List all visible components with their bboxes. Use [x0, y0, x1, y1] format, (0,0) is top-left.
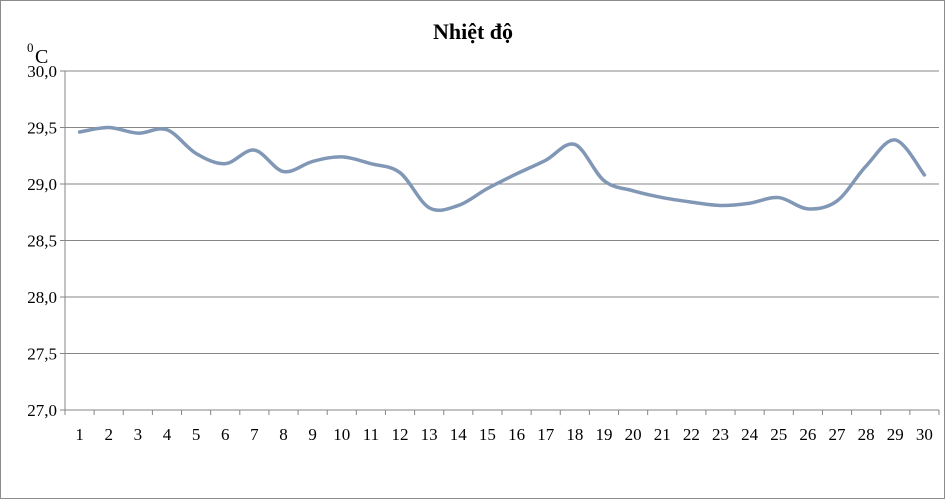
x-tick-label: 6 [221, 425, 230, 444]
x-tick-label: 24 [741, 425, 759, 444]
x-tick-label: 26 [799, 425, 816, 444]
x-tick-label: 15 [479, 425, 496, 444]
y-tick-label: 29,5 [27, 119, 57, 138]
y-tick-label: 28,0 [27, 288, 57, 307]
y-tick-labels: 27,0 27,5 28,0 28,5 29,0 29,5 30,0 [27, 62, 57, 420]
x-tick-label: 12 [392, 425, 409, 444]
x-tick-label: 29 [887, 425, 904, 444]
x-tick-label: 1 [75, 425, 84, 444]
chart-title: Nhiệt độ [433, 19, 513, 44]
x-tick-label: 4 [163, 425, 172, 444]
x-tick-labels: 1 2 3 4 5 6 7 8 9 10 11 12 13 14 15 16 17 18 19 20 21 22 23 24 2… [75, 425, 933, 444]
x-tick-label: 28 [858, 425, 875, 444]
x-tick-label: 27 [829, 425, 847, 444]
x-tick-label: 8 [279, 425, 288, 444]
y-tick-label: 29,0 [27, 175, 57, 194]
x-tick-label: 21 [654, 425, 671, 444]
x-tick-label: 23 [712, 425, 729, 444]
x-tick-label: 30 [916, 425, 933, 444]
y-tick-label: 30,0 [27, 62, 57, 81]
x-tick-label: 7 [250, 425, 259, 444]
x-tick-label: 3 [134, 425, 143, 444]
x-tick-label: 14 [450, 425, 468, 444]
y-axis-label: C [35, 46, 48, 68]
x-tick-label: 13 [421, 425, 438, 444]
y-unit-superscript: 0 [27, 40, 34, 55]
y-tick-label: 27,0 [27, 401, 57, 420]
x-tick-label: 10 [333, 425, 350, 444]
x-tick-label: 19 [595, 425, 612, 444]
gridlines [60, 70, 940, 415]
x-tick-label: 2 [104, 425, 113, 444]
series-line [77, 125, 927, 213]
x-tick-label: 25 [770, 425, 787, 444]
y-tick-label: 27,5 [27, 345, 57, 364]
x-tick-label: 20 [625, 425, 642, 444]
x-tick-label: 18 [566, 425, 583, 444]
x-tick-label: 17 [537, 425, 555, 444]
x-tick-label: 16 [508, 425, 525, 444]
x-tick-label: 5 [192, 425, 201, 444]
x-tick-label: 9 [308, 425, 317, 444]
x-tick-label: 11 [363, 425, 379, 444]
x-tick-label: 22 [683, 425, 700, 444]
y-tick-label: 28,5 [27, 232, 57, 251]
